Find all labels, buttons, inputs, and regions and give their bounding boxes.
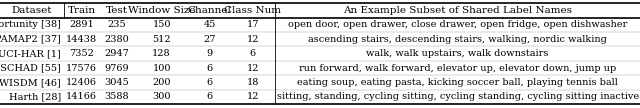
Text: 9: 9 — [207, 49, 212, 58]
Text: Window Size: Window Size — [128, 6, 195, 15]
Text: 300: 300 — [152, 92, 171, 101]
Text: 2380: 2380 — [104, 35, 129, 44]
Text: 14438: 14438 — [66, 35, 97, 44]
Text: eating soup, eating pasta, kicking soccer ball, playing tennis ball: eating soup, eating pasta, kicking socce… — [297, 78, 618, 87]
Text: 6: 6 — [207, 64, 212, 73]
Text: 6: 6 — [250, 49, 256, 58]
Text: Class Num: Class Num — [224, 6, 282, 15]
Text: sitting, standing, cycling sitting, cycling standing, cycling sitting inactive: sitting, standing, cycling sitting, cycl… — [276, 92, 639, 101]
Text: PAMAP2 [37]: PAMAP2 [37] — [0, 35, 61, 44]
Text: 12406: 12406 — [66, 78, 97, 87]
Text: 150: 150 — [152, 20, 171, 29]
Text: Opportunity [38]: Opportunity [38] — [0, 20, 61, 29]
Text: open door, open drawer, close drawer, open fridge, open dishwasher: open door, open drawer, close drawer, op… — [288, 20, 627, 29]
Text: An Example Subset of Shared Label Names: An Example Subset of Shared Label Names — [343, 6, 572, 15]
Text: 128: 128 — [152, 49, 171, 58]
Text: 3588: 3588 — [104, 92, 129, 101]
Text: 2947: 2947 — [104, 49, 129, 58]
Text: walk, walk upstairs, walk downstairs: walk, walk upstairs, walk downstairs — [367, 49, 548, 58]
Text: Channel: Channel — [188, 6, 232, 15]
Text: 12: 12 — [246, 64, 259, 73]
Text: WISDM [46]: WISDM [46] — [0, 78, 61, 87]
Text: Test: Test — [106, 6, 128, 15]
Text: 17: 17 — [246, 20, 259, 29]
Text: 512: 512 — [152, 35, 171, 44]
Text: Harth [28]: Harth [28] — [8, 92, 61, 101]
Text: 27: 27 — [204, 35, 216, 44]
Text: 235: 235 — [108, 20, 126, 29]
Text: 14166: 14166 — [66, 92, 97, 101]
Text: 6: 6 — [207, 78, 212, 87]
Text: Dataset: Dataset — [12, 6, 52, 15]
Text: 2891: 2891 — [69, 20, 94, 29]
Text: Train: Train — [68, 6, 95, 15]
Text: 12: 12 — [246, 35, 259, 44]
Text: 18: 18 — [246, 78, 259, 87]
Text: run forward, walk forward, elevator up, elevator down, jump up: run forward, walk forward, elevator up, … — [299, 64, 616, 73]
Text: USCHAD [55]: USCHAD [55] — [0, 64, 61, 73]
Text: 7352: 7352 — [69, 49, 94, 58]
Text: 12: 12 — [246, 92, 259, 101]
Text: 45: 45 — [204, 20, 216, 29]
Text: 17576: 17576 — [66, 64, 97, 73]
Text: 6: 6 — [207, 92, 212, 101]
Text: 100: 100 — [152, 64, 171, 73]
Text: 200: 200 — [152, 78, 171, 87]
Text: 9769: 9769 — [104, 64, 129, 73]
Text: 3045: 3045 — [104, 78, 129, 87]
Text: UCI-HAR [1]: UCI-HAR [1] — [0, 49, 61, 58]
Text: ascending stairs, descending stairs, walking, nordic walking: ascending stairs, descending stairs, wal… — [308, 35, 607, 44]
